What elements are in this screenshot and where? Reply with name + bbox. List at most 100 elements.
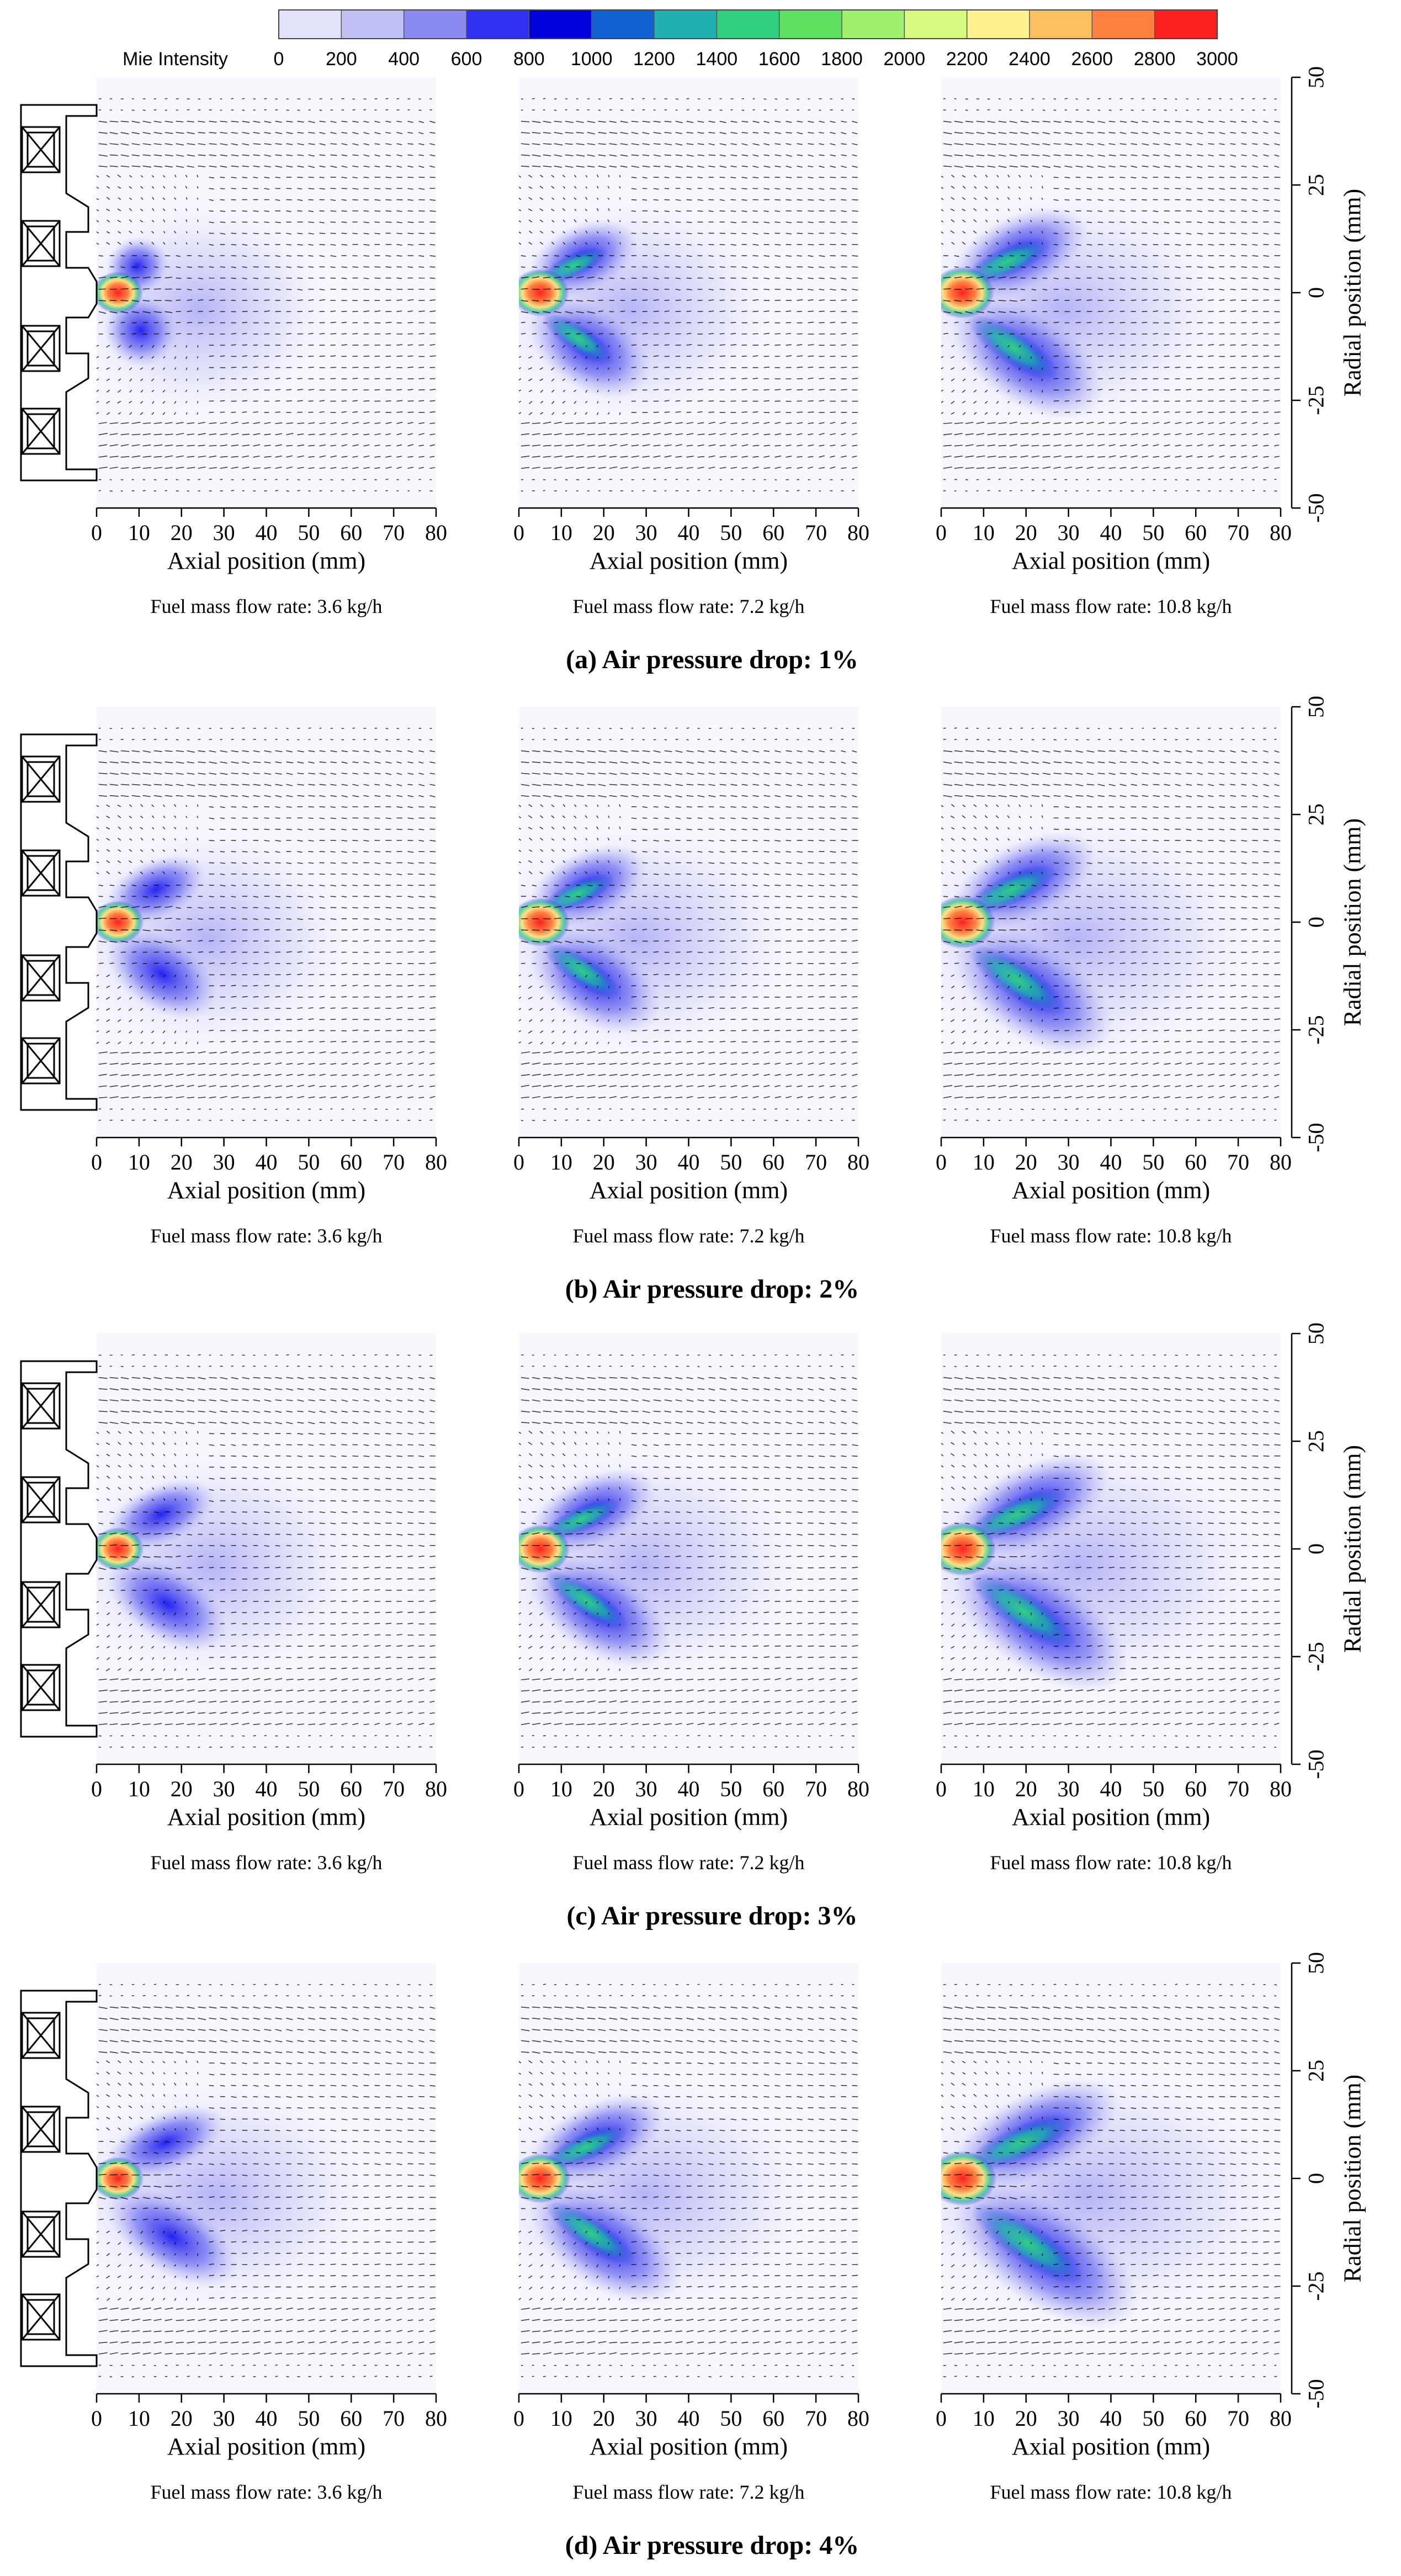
x-tick-label: 30: [1058, 1150, 1080, 1175]
spray-core-upper: [963, 237, 1052, 285]
colorbar-segment: [403, 9, 468, 39]
crossed-box-icon: [21, 1581, 61, 1628]
colorbar-segment: [841, 9, 905, 39]
x-tick-label: 60: [762, 1776, 784, 1801]
colorbar-segment: [1154, 9, 1218, 39]
spray-hotspot: [97, 901, 144, 944]
x-tick-label: 10: [550, 1776, 572, 1801]
spray-core-upper: [965, 2114, 1076, 2172]
x-tick-label: 0: [513, 2406, 524, 2431]
spray-panel: 0 10 20 30 40 50 60 70 80 Axial position (mm) Fuel…: [936, 1334, 1292, 1874]
spray-hotspot: [97, 271, 143, 314]
spray-hotspot: [97, 1527, 144, 1570]
x-tick-label: 30: [635, 2406, 657, 2431]
colorbar-segment: [1091, 9, 1155, 39]
x-tick-label: 50: [1142, 1776, 1164, 1801]
velocity-vectors: [519, 98, 858, 492]
crossed-box-icon: [21, 954, 61, 1002]
panel-caption: Fuel mass flow rate: 7.2 kg/h: [573, 595, 805, 617]
x-tick-label: 70: [1227, 2406, 1249, 2431]
colorbar-tick-label: 1400: [696, 49, 738, 70]
x-tick-label: 60: [1185, 2406, 1207, 2431]
x-tick-label: 80: [1270, 2406, 1292, 2431]
velocity-vectors: [97, 1354, 436, 1748]
x-tick-label: 0: [936, 2406, 947, 2431]
x-tick-label: 70: [383, 1150, 405, 1175]
x-tick-label: 30: [635, 520, 657, 545]
x-tick-label: 0: [513, 1150, 524, 1175]
velocity-vectors: [941, 727, 1281, 1122]
x-tick-label: 80: [425, 1776, 447, 1801]
spray-panel: 0 10 20 30 40 50 60 70 80 Axial position (mm) Fuel…: [513, 1963, 869, 2503]
colorbar-segment: [904, 9, 968, 39]
x-axis: 0 10 20 30 40 50 60 70 80 Axial position (mm): [513, 2393, 869, 2460]
x-axis: 0 10 20 30 40 50 60 70 80 Axial position (mm): [513, 1763, 869, 1831]
x-tick-label: 40: [678, 2406, 700, 2431]
x-tick-label: 50: [720, 1776, 742, 1801]
x-tick-label: 30: [1058, 520, 1080, 545]
crossed-box-icon: [21, 849, 61, 897]
row-caption: (a) Air pressure drop: 1%: [566, 645, 858, 674]
velocity-vectors: [941, 1354, 1281, 1748]
x-tick-label: 70: [383, 1776, 405, 1801]
y-tick-label: 25: [1304, 2060, 1329, 2082]
spray-branch-upper: [106, 2105, 225, 2180]
x-tick-label: 60: [1185, 520, 1207, 545]
x-tick-label: 20: [171, 1150, 193, 1175]
x-tick-label: 20: [1015, 1150, 1037, 1175]
y-axis: -50 -25 0 25 50 Radial position (mm): [1291, 1952, 1366, 2409]
x-tick-label: 50: [298, 520, 320, 545]
x-tick-label: 40: [678, 1776, 700, 1801]
x-axis-title: Axial position (mm): [590, 2433, 788, 2460]
y-tick-label: -25: [1304, 385, 1329, 415]
x-tick-label: 70: [1227, 1150, 1249, 1175]
crossed-box-icon: [21, 2210, 61, 2258]
x-tick-label: 20: [171, 520, 193, 545]
y-axis: -50 -25 0 25 50 Radial position (mm): [1291, 1323, 1366, 1779]
spray-hotspot: [941, 896, 995, 949]
colorbar-tick-label: 2400: [1009, 49, 1050, 70]
colorbar-segment: [341, 9, 405, 39]
crossed-box-icon: [21, 2293, 61, 2341]
x-tick-label: 0: [513, 520, 524, 545]
panel-caption: Fuel mass flow rate: 10.8 kg/h: [990, 1225, 1232, 1247]
spray-core-upper: [964, 864, 1058, 916]
x-tick-label: 50: [298, 2406, 320, 2431]
x-axis: 0 10 20 30 40 50 60 70 80 Axial position (mm): [936, 2393, 1292, 2460]
row-caption: (b) Air pressure drop: 2%: [565, 1274, 859, 1304]
y-axis: -50 -25 0 25 50 Radial position (mm): [1291, 696, 1366, 1152]
x-tick-label: 40: [678, 520, 700, 545]
x-tick-label: 0: [936, 520, 947, 545]
x-tick-label: 50: [298, 1776, 320, 1801]
velocity-vectors: [941, 1983, 1281, 2378]
x-tick-label: 70: [383, 2406, 405, 2431]
x-tick-label: 30: [213, 1150, 235, 1175]
x-tick-label: 30: [1058, 2406, 1080, 2431]
colorbar-tick-label: 800: [513, 49, 545, 70]
colorbar-segment: [528, 9, 592, 39]
x-tick-label: 80: [847, 2406, 869, 2431]
x-tick-label: 20: [593, 520, 615, 545]
x-tick-label: 0: [936, 1150, 947, 1175]
x-tick-label: 50: [1142, 1150, 1164, 1175]
y-tick-label: 0: [1304, 287, 1329, 298]
panel-caption: Fuel mass flow rate: 3.6 kg/h: [151, 1852, 383, 1874]
spray-panel: 0 10 20 30 40 50 60 70 80 Axial position (mm) Fuel…: [513, 77, 869, 617]
x-tick-label: 30: [213, 1776, 235, 1801]
x-tick-label: 20: [593, 1776, 615, 1801]
x-tick-label: 40: [678, 1150, 700, 1175]
x-axis-title: Axial position (mm): [590, 1803, 788, 1831]
x-tick-label: 20: [593, 1150, 615, 1175]
spray-core-lower: [545, 2201, 636, 2266]
x-tick-label: 40: [1100, 1776, 1122, 1801]
x-axis: 0 10 20 30 40 50 60 70 80 Axial position (mm): [91, 1763, 447, 1831]
y-axis-title: Radial position (mm): [1339, 1445, 1366, 1653]
x-tick-label: 70: [805, 1776, 827, 1801]
y-tick-label: 25: [1304, 803, 1329, 826]
x-tick-label: 30: [635, 1150, 657, 1175]
spray-core-lower: [543, 943, 622, 1000]
colorbar-tick-label: 2000: [884, 49, 926, 70]
x-axis: 0 10 20 30 40 50 60 70 80 Axial position (mm): [936, 507, 1292, 574]
x-axis: 0 10 20 30 40 50 60 70 80 Axial position (mm): [936, 1136, 1292, 1204]
